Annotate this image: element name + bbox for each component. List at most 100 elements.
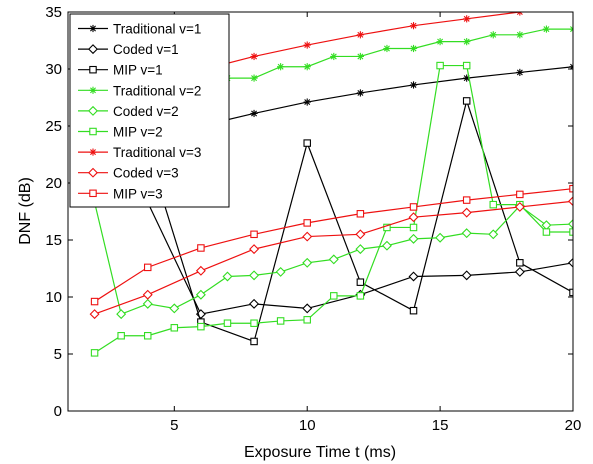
data-point-shape: [249, 270, 260, 281]
data-point: [542, 228, 551, 236]
data-point-stroke: [251, 110, 258, 117]
data-point-shape: [408, 212, 419, 223]
data-point: [116, 309, 127, 320]
data-point: [516, 259, 524, 267]
data-point: [514, 201, 525, 212]
data-point-stroke: [304, 42, 311, 49]
data-point: [222, 271, 233, 282]
legend-label: MIP v=2: [113, 125, 163, 140]
data-point-shape: [383, 223, 391, 232]
data-point: [409, 223, 418, 232]
data-point-shape: [142, 298, 153, 309]
data-point-shape: [142, 289, 153, 300]
data-point: [381, 240, 392, 251]
data-point: [197, 322, 205, 331]
data-point: [514, 266, 525, 277]
data-point: [461, 270, 472, 281]
data-point: [408, 233, 419, 244]
data-point: [488, 229, 499, 240]
data-point: [461, 228, 472, 239]
data-point: [195, 289, 206, 300]
x-tick-label: 15: [432, 417, 449, 434]
data-point-shape: [408, 233, 419, 244]
legend-marker-shape: [89, 65, 97, 74]
data-point: [89, 309, 100, 320]
data-point-shape: [356, 292, 365, 300]
data-point-stroke: [570, 63, 573, 68]
y-tick-label: 15: [45, 232, 62, 249]
data-point: [356, 278, 365, 286]
data-point-shape: [250, 319, 258, 327]
data-point: [328, 254, 339, 265]
data-point-shape: [488, 229, 499, 240]
data-point-shape: [249, 244, 260, 255]
y-tick-label: 0: [54, 403, 62, 420]
data-point: [516, 12, 524, 16]
data-point-shape: [356, 278, 365, 286]
data-point: [356, 210, 365, 218]
data-point: [408, 212, 419, 223]
data-point: [408, 271, 419, 282]
legend-marker-stroke: [90, 149, 96, 156]
data-point: [276, 317, 285, 325]
data-point: [356, 89, 364, 97]
data-point-shape: [222, 271, 233, 282]
data-point-stroke: [410, 81, 417, 88]
legend-marker-stroke: [90, 87, 96, 94]
data-point-stroke: [516, 69, 523, 76]
data-point-shape: [303, 139, 311, 147]
data-point: [542, 25, 551, 33]
data-point: [277, 63, 285, 71]
data-point-shape: [461, 228, 472, 239]
data-point: [223, 319, 232, 327]
data-point: [143, 263, 152, 272]
data-point: [463, 38, 471, 46]
data-point-shape: [303, 219, 311, 227]
data-point-shape: [250, 230, 258, 239]
legend-marker-shape: [88, 44, 98, 55]
legend-marker: [88, 44, 98, 55]
legend-item: Coded v=1: [78, 42, 179, 57]
data-point-shape: [568, 196, 573, 207]
data-point: [463, 15, 471, 23]
y-tick-label: 5: [54, 346, 62, 363]
data-point-stroke: [463, 38, 470, 45]
series-line: [94, 188, 573, 303]
legend-label: Traditional v=1: [113, 22, 201, 37]
data-point-shape: [195, 265, 206, 276]
data-point-stroke: [516, 31, 523, 38]
series-9: [90, 184, 573, 306]
legend-item: MIP v=2: [78, 125, 163, 140]
data-point-shape: [489, 200, 498, 209]
data-point-stroke: [570, 28, 573, 33]
legend-marker: [89, 24, 97, 33]
legend-item: MIP v=3: [78, 186, 163, 201]
data-point-stroke: [463, 15, 470, 22]
data-point-stroke: [251, 75, 258, 82]
data-point: [436, 61, 444, 70]
data-point-stroke: [490, 31, 497, 38]
data-point: [356, 292, 365, 300]
data-point-shape: [355, 244, 366, 255]
axis-ticks: 5 10 15 20 0 5 10 15 20 25 30 35: [45, 4, 581, 434]
y-tick-label: 20: [45, 175, 62, 192]
data-point: [516, 190, 524, 199]
y-tick-label: 30: [45, 61, 62, 78]
data-point: [462, 196, 471, 204]
data-point: [435, 232, 446, 243]
data-point: [330, 292, 338, 300]
data-point: [568, 219, 573, 230]
data-point-shape: [330, 292, 338, 300]
data-point: [355, 229, 366, 240]
data-point: [516, 68, 524, 77]
data-point: [462, 61, 471, 70]
legend-label: Traditional v=2: [113, 83, 201, 98]
data-point-shape: [116, 309, 127, 320]
data-point-shape: [117, 332, 125, 340]
data-point-shape: [250, 337, 258, 346]
data-point: [409, 203, 418, 211]
legend-marker: [89, 189, 97, 198]
data-point-stroke: [410, 45, 417, 52]
data-point-stroke: [543, 26, 550, 33]
